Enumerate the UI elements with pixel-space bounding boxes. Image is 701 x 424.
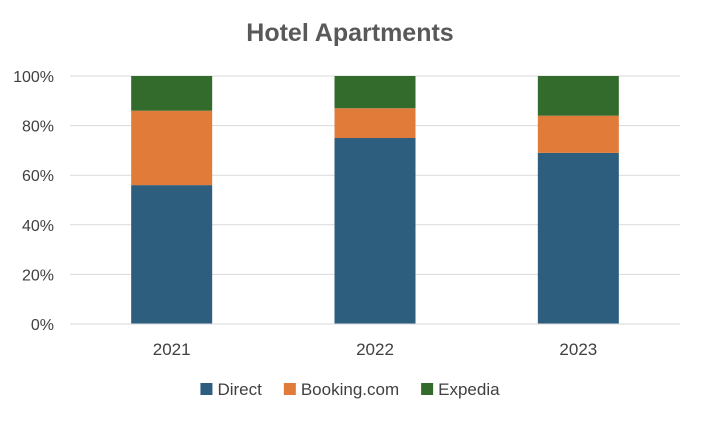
legend-swatch-direct bbox=[200, 383, 213, 395]
bar-booking-com-2021 bbox=[131, 110, 213, 186]
bar-expedia-2022 bbox=[334, 76, 416, 109]
y-axis-tick-labels: 0% 20% 40% 60% 80% 100% bbox=[13, 69, 54, 334]
legend: Direct Booking.com Expedia bbox=[200, 380, 500, 399]
x-tick-label: 2023 bbox=[559, 340, 597, 359]
x-tick-label: 2021 bbox=[153, 340, 191, 359]
x-axis-tick-labels: 2021 2022 2023 bbox=[153, 340, 597, 359]
bar-expedia-2023 bbox=[537, 76, 619, 116]
chart-title: Hotel Apartments bbox=[246, 19, 453, 47]
legend-label: Expedia bbox=[438, 380, 500, 399]
y-tick-label: 20% bbox=[22, 267, 54, 284]
y-tick-label: 80% bbox=[22, 119, 54, 136]
legend-label: Booking.com bbox=[301, 380, 399, 399]
y-tick-label: 100% bbox=[13, 69, 54, 86]
bar-direct-2022 bbox=[334, 138, 416, 324]
y-tick-label: 60% bbox=[22, 168, 54, 185]
bar-booking-com-2022 bbox=[334, 108, 416, 138]
bar-expedia-2021 bbox=[131, 76, 213, 111]
y-tick-label: 40% bbox=[22, 218, 54, 235]
bar-direct-2023 bbox=[537, 152, 619, 324]
y-tick-label: 0% bbox=[31, 317, 54, 334]
bar-direct-2021 bbox=[131, 185, 213, 324]
legend-swatch-expedia bbox=[421, 383, 434, 395]
legend-swatch-booking-com bbox=[283, 383, 296, 395]
bars bbox=[131, 76, 619, 324]
bar-booking-com-2023 bbox=[537, 115, 619, 153]
x-tick-label: 2022 bbox=[356, 340, 394, 359]
legend-label: Direct bbox=[217, 380, 262, 399]
